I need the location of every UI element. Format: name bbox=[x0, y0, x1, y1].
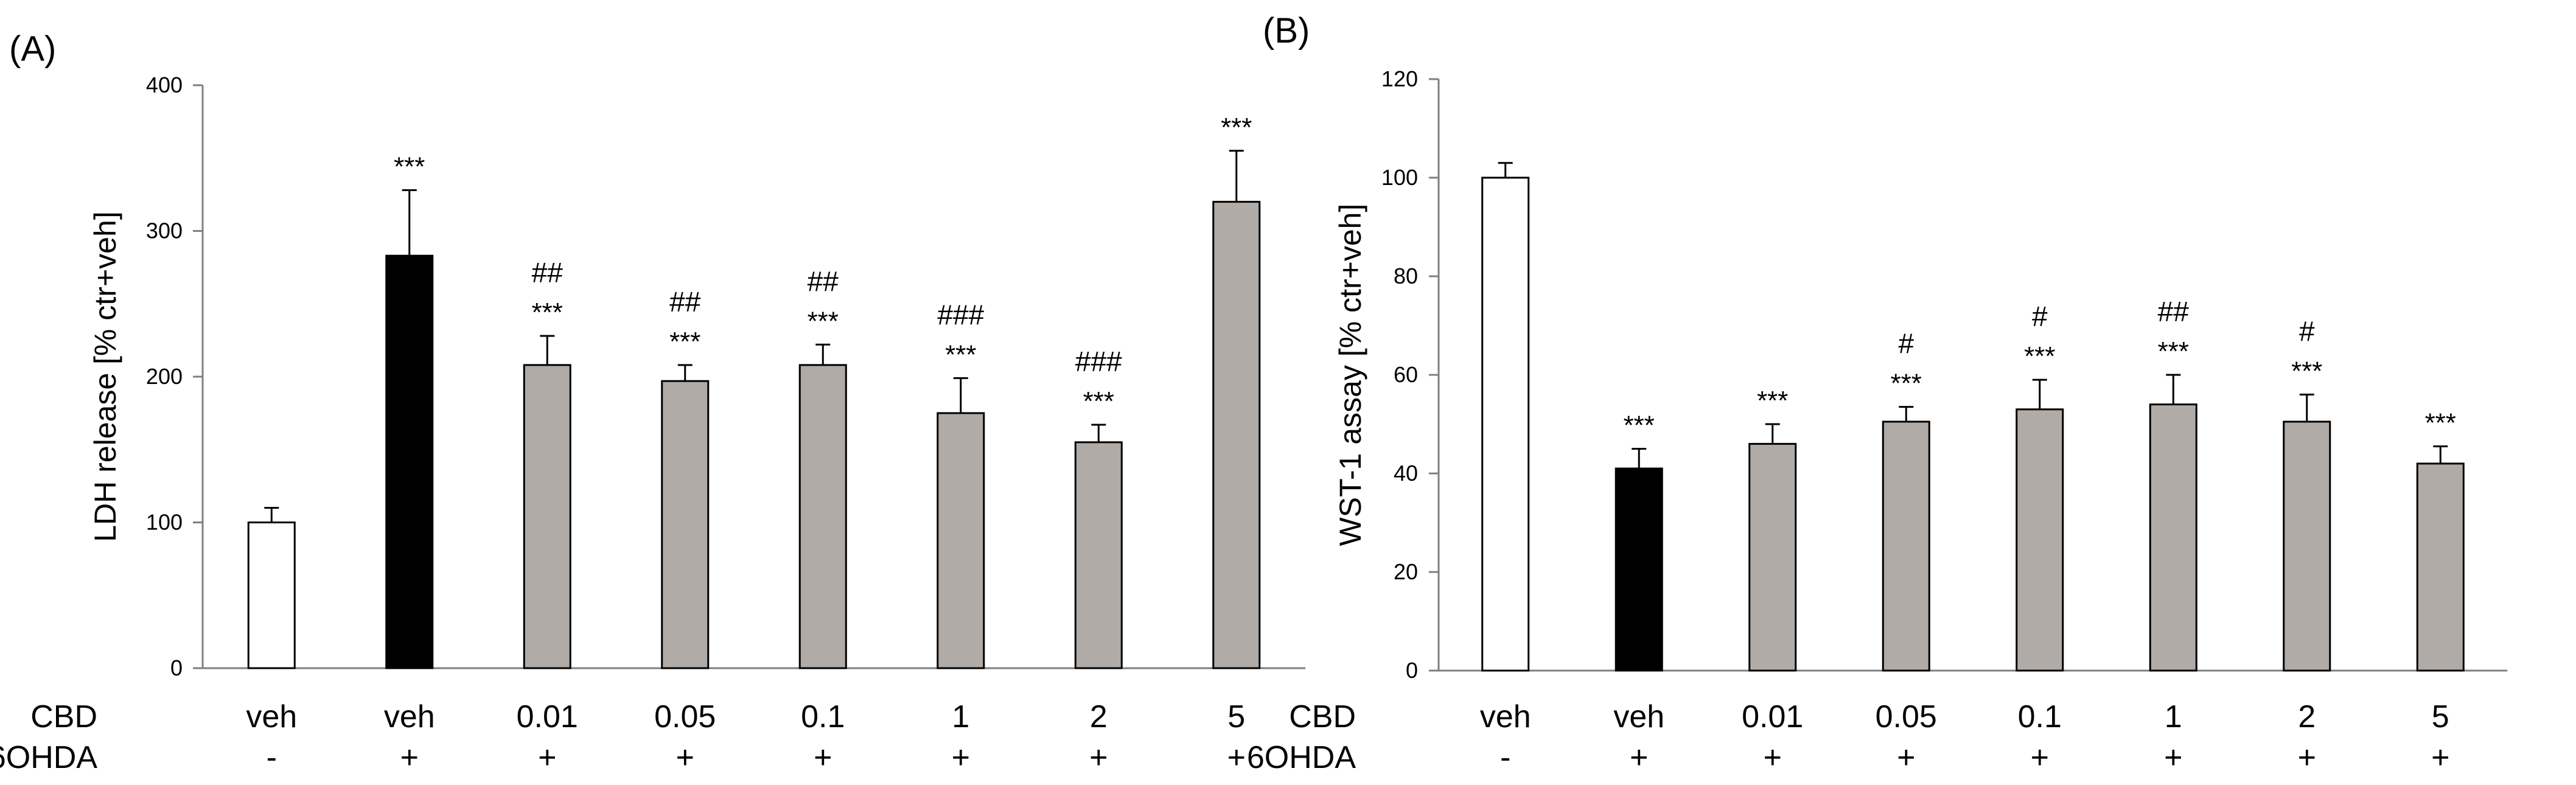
chart1-bar bbox=[1074, 441, 1123, 669]
chart2-bar bbox=[2416, 462, 2465, 672]
chart2-6ohda-label: + bbox=[2298, 740, 2316, 775]
chart1-sig-star: *** bbox=[394, 152, 425, 181]
chart1-ytick-label: 100 bbox=[146, 510, 183, 535]
chart2-ytick-label: 40 bbox=[1394, 461, 1418, 486]
chart2-bar bbox=[2149, 403, 2197, 672]
chart2-row-label-6ohda: 6OHDA bbox=[1247, 740, 1356, 775]
chart1-bar bbox=[937, 412, 985, 669]
chart1-6ohda-label: + bbox=[538, 740, 556, 775]
chart1-cbd-label: 0.1 bbox=[801, 699, 845, 734]
chart1-bar bbox=[247, 522, 296, 669]
chart2-bar bbox=[1882, 420, 1930, 672]
chart1-6ohda-label: + bbox=[400, 740, 419, 775]
chart2-6ohda-label: + bbox=[1897, 740, 1915, 775]
chart2-ytick-label: 20 bbox=[1394, 559, 1418, 584]
chart1-sig-star: *** bbox=[669, 327, 700, 357]
chart1-bar bbox=[798, 364, 847, 669]
chart1-sig-hash: ### bbox=[937, 299, 984, 330]
chart2-ytick-label: 120 bbox=[1381, 66, 1418, 91]
chart2-6ohda-label: + bbox=[2431, 740, 2449, 775]
chart2-ylabel: WST-1 assay [% ctr+veh] bbox=[1333, 204, 1367, 546]
chart2-ytick-label: 0 bbox=[1406, 658, 1418, 683]
chart1-6ohda-label: + bbox=[1089, 740, 1108, 775]
chart2-sig-star: *** bbox=[2158, 337, 2189, 366]
chart1-bar bbox=[523, 364, 571, 669]
chart1-ytick-label: 400 bbox=[146, 72, 183, 97]
chart2-cbd-label: 0.05 bbox=[1876, 699, 1937, 734]
chart2-sig-star: *** bbox=[2291, 356, 2322, 386]
chart1-cbd-label: 5 bbox=[1227, 699, 1245, 734]
chart1-panel-label: (A) bbox=[9, 29, 56, 69]
chart1-sig-hash: ### bbox=[1075, 346, 1122, 377]
chart2-6ohda-label: + bbox=[1764, 740, 1782, 775]
chart2-cbd-label: 2 bbox=[2298, 699, 2316, 734]
chart1-6ohda-label: + bbox=[814, 740, 832, 775]
chart2-bar bbox=[1481, 176, 1530, 672]
chart2-cbd-label: veh bbox=[1480, 699, 1531, 734]
chart1-cbd-label: 0.01 bbox=[517, 699, 578, 734]
chart1-row-label-6ohda: 6OHDA bbox=[0, 740, 97, 775]
chart2-sig-hash: ## bbox=[2158, 296, 2190, 327]
chart1-ylabel: LDH release [% ctr+veh] bbox=[88, 211, 122, 542]
chart1-row-label-cbd: CBD bbox=[30, 699, 97, 734]
chart1-cbd-label: veh bbox=[384, 699, 435, 734]
chart2-cbd-label: veh bbox=[1613, 699, 1664, 734]
chart1-sig-star: *** bbox=[945, 340, 976, 369]
chart1-bar bbox=[385, 254, 434, 669]
chart2-bar bbox=[2016, 408, 2064, 672]
chart2-cbd-label: 1 bbox=[2165, 699, 2182, 734]
chart2-sig-star: *** bbox=[1891, 369, 1922, 399]
chart2-panel-label: (B) bbox=[1263, 11, 1310, 51]
chart2-sig-star: *** bbox=[2024, 341, 2055, 371]
chart2-sig-star: *** bbox=[1757, 386, 1788, 416]
chart1-sig-hash: ## bbox=[808, 265, 839, 297]
chart1-cbd-label: 2 bbox=[1090, 699, 1108, 734]
chart2-sig-hash: # bbox=[1898, 328, 1914, 360]
chart1-bar bbox=[661, 380, 710, 669]
chart1-cbd-label: veh bbox=[246, 699, 297, 734]
chart1-cbd-label: 1 bbox=[952, 699, 969, 734]
chart1-sig-star: *** bbox=[532, 298, 563, 327]
chart2-cbd-label: 5 bbox=[2432, 699, 2449, 734]
chart1-6ohda-label: + bbox=[952, 740, 970, 775]
chart1-sig-star: *** bbox=[808, 306, 839, 336]
chart2-ytick-label: 80 bbox=[1394, 263, 1418, 288]
chart2-row-label-cbd: CBD bbox=[1289, 699, 1356, 734]
chart2-6ohda-label: + bbox=[2164, 740, 2182, 775]
chart2-sig-hash: # bbox=[2032, 301, 2048, 332]
chart1-ytick-label: 0 bbox=[170, 655, 183, 680]
chart1-ytick-label: 300 bbox=[146, 218, 183, 243]
chart1-bar bbox=[1212, 201, 1261, 669]
chart1-ytick-label: 200 bbox=[146, 364, 183, 389]
chart2-bar bbox=[1614, 467, 1663, 672]
chart2-bar bbox=[1748, 442, 1797, 672]
chart1-6ohda-label: - bbox=[267, 740, 277, 775]
chart2-sig-star: *** bbox=[1624, 411, 1655, 441]
chart2-bar bbox=[2283, 420, 2331, 672]
chart1-sig-hash: ## bbox=[532, 257, 564, 288]
chart2-ytick-label: 100 bbox=[1381, 165, 1418, 190]
chart2-cbd-label: 0.01 bbox=[1742, 699, 1803, 734]
chart1-sig-star: *** bbox=[1083, 386, 1114, 416]
chart1-6ohda-label: + bbox=[676, 740, 694, 775]
chart2-6ohda-label: + bbox=[2031, 740, 2049, 775]
chart2-ytick-label: 60 bbox=[1394, 362, 1418, 387]
chart2-sig-star: *** bbox=[2425, 408, 2456, 438]
chart2-6ohda-label: + bbox=[1630, 740, 1648, 775]
chart1-sig-hash: ## bbox=[669, 286, 701, 318]
chart2-cbd-label: 0.1 bbox=[2018, 699, 2062, 734]
chart2-6ohda-label: - bbox=[1500, 740, 1510, 775]
chart1-6ohda-label: + bbox=[1227, 740, 1246, 775]
chart2-sig-hash: # bbox=[2299, 315, 2315, 347]
chart1-cbd-label: 0.05 bbox=[654, 699, 716, 734]
chart1-sig-star: *** bbox=[1221, 113, 1252, 142]
